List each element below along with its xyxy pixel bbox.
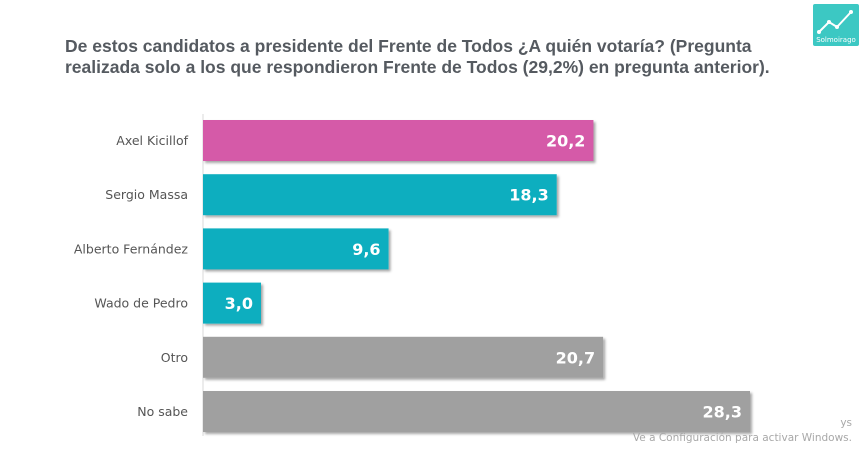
value-label: 3,0	[225, 294, 253, 313]
bar	[203, 391, 750, 432]
logo: Solmoirago	[813, 4, 859, 46]
category-label: Axel Kicillof	[116, 133, 188, 148]
logo-text: Solmoirago	[816, 36, 856, 44]
bar	[203, 120, 594, 161]
category-label: Sergio Massa	[105, 187, 188, 202]
value-label: 20,7	[556, 348, 595, 367]
value-label: 20,2	[546, 132, 585, 151]
chart-title: De estos candidatos a presidente del Fre…	[65, 36, 770, 77]
bar	[203, 228, 389, 270]
bar	[203, 336, 604, 378]
trend-chart-icon	[817, 10, 853, 34]
category-label: No sabe	[137, 404, 188, 419]
value-label: 18,3	[509, 186, 548, 205]
category-label: Otro	[161, 350, 188, 365]
bar-chart: Axel Kicillof 20,2 Sergio Massa 18,3 Alberto…	[74, 114, 750, 436]
value-label: 28,3	[703, 403, 742, 422]
value-label: 9,6	[352, 240, 380, 259]
category-label: Wado de Pedro	[94, 296, 188, 311]
category-label: Alberto Fernández	[74, 241, 189, 256]
windows-activation-watermark: ys Ve a Configuración para activar Windo…	[633, 416, 852, 446]
bar	[203, 282, 261, 324]
watermark-line-2: Ve a Configuración para activar Windows.	[632, 432, 852, 444]
bar	[203, 174, 557, 216]
watermark-line-1: ys	[840, 417, 852, 429]
